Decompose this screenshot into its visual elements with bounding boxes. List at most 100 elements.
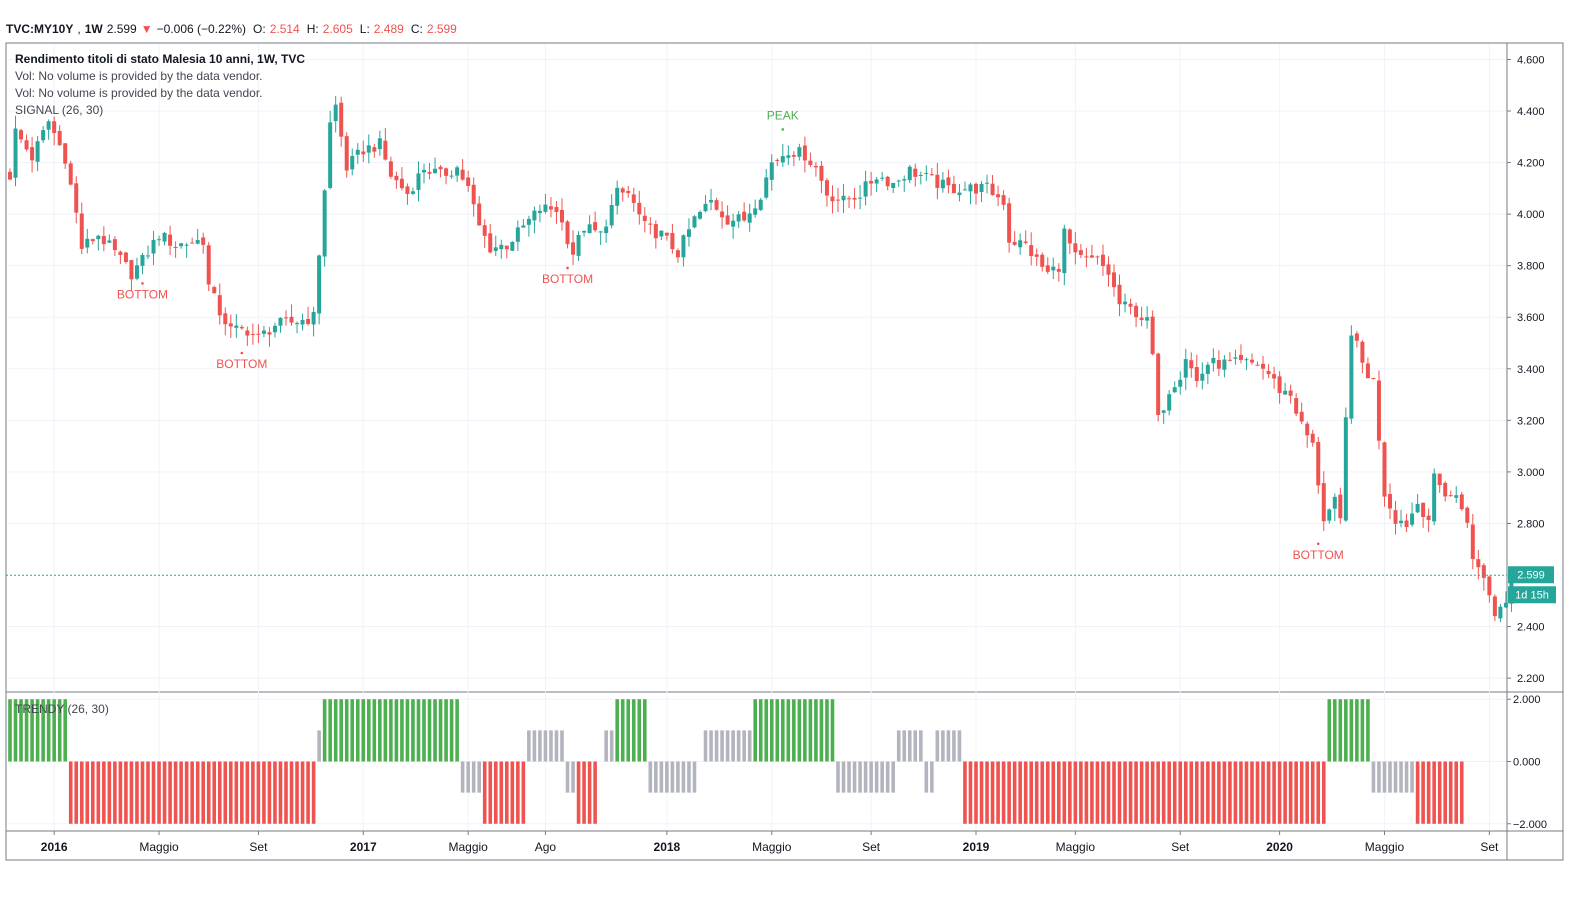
trendy-bar xyxy=(394,699,399,762)
candle xyxy=(604,219,609,243)
trendy-bar xyxy=(372,699,377,762)
trendy-bar xyxy=(1145,761,1149,824)
candle xyxy=(245,326,250,346)
candle xyxy=(1250,353,1254,365)
trendy-bar xyxy=(781,699,785,762)
chart-frame xyxy=(5,42,1564,861)
candle xyxy=(637,190,642,225)
trendy-bar xyxy=(295,761,299,824)
trendy-bar xyxy=(482,761,487,824)
trendy-bar xyxy=(565,761,570,793)
legend-vol-2[interactable]: Vol: No volume is provided by the data v… xyxy=(15,86,263,100)
candle xyxy=(366,134,371,164)
candle xyxy=(653,220,658,249)
trendy-bar xyxy=(703,730,708,762)
candle xyxy=(438,164,443,178)
trendy-bar xyxy=(229,761,233,824)
candle xyxy=(1023,230,1028,245)
trendy-bar xyxy=(549,730,553,762)
time-tick-label: 2017 xyxy=(350,840,377,854)
time-axis[interactable]: 2016 Maggio Set 2017 Maggio Ago 2018 Maggio Set 2… xyxy=(41,831,1499,854)
trendy-bar xyxy=(1321,761,1326,824)
legend-vol-1[interactable]: Vol: No volume is provided by the data v… xyxy=(15,69,263,83)
trendy-axis[interactable]: 2.000 0.000 −2.000 xyxy=(1507,694,1547,831)
trendy-bar xyxy=(1299,761,1304,824)
trendy-bar xyxy=(57,699,62,762)
candle xyxy=(1012,231,1017,246)
trendy-bar xyxy=(863,761,868,793)
symbol-name[interactable]: TVC:MY10Y xyxy=(6,22,74,36)
trendy-bar xyxy=(383,699,388,762)
candle xyxy=(1443,481,1448,502)
candle xyxy=(151,230,156,266)
open-label: O: xyxy=(253,22,266,36)
candle xyxy=(482,219,487,248)
candle xyxy=(537,204,542,223)
candle xyxy=(874,176,879,193)
trendy-bar xyxy=(676,761,680,793)
candle xyxy=(427,163,432,180)
candle xyxy=(278,317,283,333)
candle xyxy=(499,239,504,259)
candle xyxy=(206,242,211,292)
trendy-bar xyxy=(714,730,719,762)
open-value: 2.514 xyxy=(269,22,300,36)
candle xyxy=(1029,232,1034,266)
trendy-bar xyxy=(427,699,432,762)
trendy-bar xyxy=(190,761,194,824)
trendy-bar xyxy=(521,761,526,824)
candle xyxy=(1388,483,1392,520)
candle xyxy=(344,132,349,178)
trendy-bar xyxy=(1128,761,1133,824)
trendy-bar xyxy=(1045,761,1050,824)
candle xyxy=(824,178,829,207)
trendy-bar xyxy=(576,761,581,824)
trendy-bar xyxy=(300,761,305,824)
interval-label[interactable]: 1W xyxy=(84,22,103,36)
trendy-bar xyxy=(251,761,255,824)
trendy-bar xyxy=(1371,761,1376,793)
candle xyxy=(140,252,145,275)
candle xyxy=(460,159,465,181)
candle xyxy=(1211,348,1216,372)
candle xyxy=(361,140,366,162)
countdown-tag-text: 1d 15h xyxy=(1515,589,1549,601)
candle xyxy=(1145,306,1150,329)
candle xyxy=(1459,491,1464,511)
candle xyxy=(686,218,691,247)
price-change: −0.006 (−0.22%) xyxy=(156,22,247,36)
legend-signal[interactable]: SIGNAL (26, 30) xyxy=(15,103,104,117)
trendy-bar xyxy=(471,761,476,793)
candle xyxy=(466,170,471,192)
candle xyxy=(317,254,322,325)
price-tick-label: 3.200 xyxy=(1517,415,1545,427)
trendy-bar xyxy=(709,730,713,762)
trendy-bar xyxy=(985,761,989,824)
trendy-bar xyxy=(1443,761,1447,824)
candle xyxy=(780,144,785,167)
candle xyxy=(1194,354,1199,388)
candle xyxy=(471,177,476,217)
legend-title[interactable]: Rendimento titoli di stato Malesia 10 an… xyxy=(15,52,306,66)
trendy-bar xyxy=(278,761,283,824)
candle xyxy=(962,181,967,191)
trendy-segment-neutral-up xyxy=(527,730,564,762)
candle xyxy=(300,313,305,331)
trendy-bar xyxy=(1073,761,1078,824)
trendy-bar xyxy=(620,699,625,762)
price-tick-label: 4.200 xyxy=(1517,158,1545,170)
trendy-bar xyxy=(1277,761,1282,824)
trendy-bar xyxy=(30,699,34,762)
price-axis[interactable]: 4.600 4.400 4.200 4.000 3.800 3.600 3.400 3.200… xyxy=(1507,54,1545,685)
candle xyxy=(1338,487,1343,524)
trendy-bar xyxy=(1090,761,1094,824)
trendy-bar xyxy=(654,761,658,793)
candle xyxy=(1343,407,1348,522)
trendy-legend[interactable]: TRENDY (26, 30) xyxy=(15,702,109,716)
candle xyxy=(13,115,18,187)
trendy-bar xyxy=(493,761,498,824)
candle xyxy=(576,231,581,261)
trendy-bar xyxy=(919,730,923,762)
trendy-bar xyxy=(808,699,813,762)
